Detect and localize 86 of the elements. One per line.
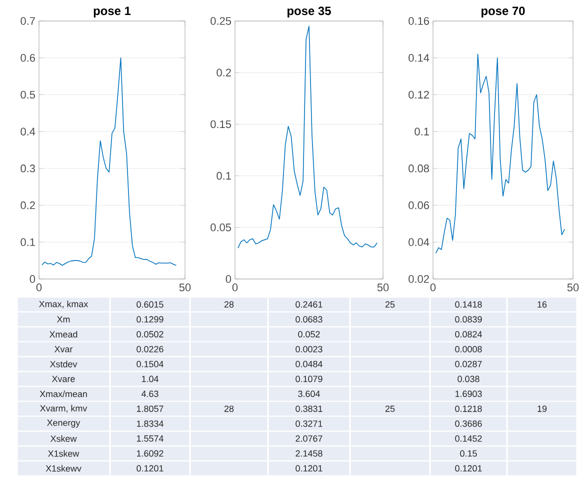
x-tick-label: 0 — [232, 284, 238, 292]
text: 3.604 — [298, 390, 320, 398]
category-label: X1skew — [48, 450, 80, 457]
x-tick-label: 0 — [430, 284, 436, 292]
y-tick-label: 0.02 — [408, 275, 429, 283]
text: 0.1201 — [455, 465, 482, 472]
text: 0.052 — [298, 331, 320, 338]
y-tick-label: 0.14 — [408, 54, 430, 62]
category-label: X1skewv — [46, 465, 82, 472]
y-tick-label: 0.1 — [20, 238, 35, 246]
y-tick-label: 0.15 — [210, 120, 232, 128]
x-tick-label: 50 — [567, 284, 579, 292]
text: 25 — [385, 406, 395, 412]
text: 0.15 — [460, 450, 477, 457]
text: 0.0839 — [455, 316, 482, 323]
text: 1.8057 — [136, 406, 164, 412]
text: 0.1079 — [296, 376, 322, 382]
text: 1.04 — [142, 376, 158, 382]
text: 2.1458 — [296, 450, 322, 457]
category-label: Xenergy — [47, 420, 80, 428]
text: 0.0824 — [455, 331, 482, 338]
text: 0.6015 — [136, 301, 164, 308]
category-label: Xvare — [52, 376, 75, 382]
text: 1.6903 — [455, 390, 482, 398]
text: 0.0008 — [455, 346, 482, 352]
text: 0.1218 — [455, 406, 482, 412]
y-tick-label: 0.5 — [20, 90, 36, 99]
chart-title: pose 35 — [288, 6, 331, 18]
text: 0.0502 — [136, 331, 164, 338]
text: 0.1418 — [455, 301, 482, 308]
category-label: Xmax/mean — [40, 390, 87, 398]
x-tick-label: 50 — [179, 284, 191, 292]
y-tick-label: 0.04 — [408, 238, 430, 246]
y-tick-label: 0.06 — [408, 201, 429, 210]
text: 0.0287 — [455, 360, 482, 368]
x-tick-label: 0 — [36, 284, 42, 292]
text: 2.0767 — [296, 435, 322, 442]
text: 0.0226 — [136, 346, 164, 352]
text: 28 — [224, 301, 234, 308]
text: 0.2461 — [296, 301, 322, 308]
category-label: Xvarm, kmv — [40, 404, 88, 413]
text: 0.1201 — [296, 465, 322, 472]
text: 0.3831 — [296, 406, 322, 412]
text: 0.0683 — [296, 316, 322, 323]
y-tick-label: 0.6 — [20, 54, 35, 62]
text: 0.0023 — [296, 346, 322, 352]
category-label: Xmead — [50, 330, 78, 338]
text: 16 — [538, 301, 547, 308]
y-tick-label: 0 — [30, 275, 36, 283]
text: 0.3686 — [455, 420, 482, 427]
y-tick-label: 0.2 — [216, 68, 231, 76]
category-label: Xvar — [54, 346, 73, 352]
y-tick-label: 0.25 — [210, 17, 232, 25]
y-tick-label: 0.4 — [20, 128, 36, 136]
line-series — [435, 54, 565, 254]
text: 25 — [385, 301, 395, 308]
text: 0.0484 — [296, 360, 322, 368]
category-label: Xskew — [50, 435, 77, 442]
text: 0.1504 — [136, 360, 164, 368]
y-tick-label: 0.2 — [20, 201, 35, 210]
category-label: Xmax, kmax — [39, 300, 88, 308]
text: 1.8334 — [136, 420, 164, 427]
y-tick-label: 0.12 — [408, 90, 429, 99]
y-tick-label: 0.7 — [20, 17, 35, 25]
y-tick-label: 0.08 — [408, 164, 429, 172]
y-tick-label: 0.1 — [216, 172, 231, 180]
text: 0.3271 — [296, 420, 322, 427]
y-tick-label: 0.3 — [20, 164, 35, 172]
text: 1.6092 — [136, 450, 164, 457]
text: 19 — [538, 406, 547, 412]
text: 28 — [224, 406, 234, 412]
chart-title: pose 1 — [94, 6, 131, 18]
text: 0.1299 — [136, 316, 164, 323]
y-tick-label: 0.1 — [414, 128, 429, 136]
y-tick-label: 0.16 — [408, 17, 429, 25]
text: 1.5574 — [136, 435, 164, 442]
y-tick-label: 0 — [226, 275, 232, 283]
x-tick-label: 50 — [377, 284, 389, 292]
chart-title: pose 70 — [482, 6, 525, 18]
text: 0.038 — [458, 376, 480, 382]
y-tick-label: 0.05 — [210, 224, 232, 232]
text: 0.1452 — [455, 435, 482, 442]
category-label: Xm — [56, 316, 70, 322]
text: 4.63 — [141, 390, 158, 398]
category-label: Xstdev — [50, 360, 78, 368]
text: 0.1201 — [136, 465, 164, 472]
